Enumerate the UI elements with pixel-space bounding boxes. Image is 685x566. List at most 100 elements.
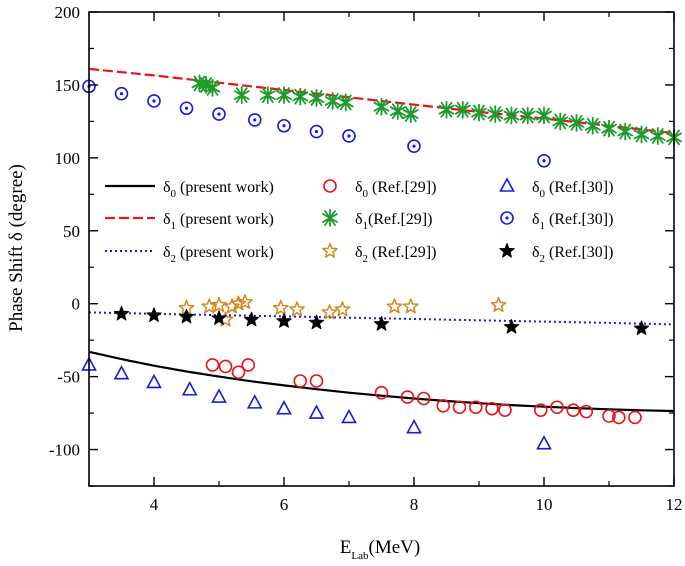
point-d1-ref29-14 [454, 100, 471, 119]
legend-label-sub: 0 [171, 188, 177, 200]
point-d2-ref30-2 [178, 308, 195, 324]
point-d2-ref30-7 [373, 316, 390, 331]
point-d1-ref30-6 [277, 118, 291, 133]
legend-label-sub: 1 [171, 220, 177, 232]
legend-label-rest: (Ref.[29]) [368, 244, 436, 261]
point-d1-ref29-20 [552, 112, 569, 131]
x-tick-label: 12 [666, 495, 683, 514]
point-d1-ref29-16 [487, 105, 504, 123]
legend-label-main: δ [355, 244, 363, 261]
point-d2-ref30-4 [243, 311, 260, 327]
point-d1-ref30-9 [407, 139, 421, 153]
y-tick-label: 0 [72, 295, 81, 314]
point-d2-ref29-10 [334, 301, 351, 317]
legend-label-rest: (Ref.[30]) [545, 244, 613, 261]
point-d1-ref29-22 [584, 116, 601, 135]
legend-label-rest: (present work) [176, 179, 274, 196]
point-d2-ref30-6 [308, 314, 325, 330]
point-d1-ref29-25 [633, 125, 650, 144]
point-d0-ref29-3 [241, 358, 256, 372]
y-tick-label: 100 [55, 149, 81, 168]
legend-label-sub: 1 [540, 220, 546, 232]
legend-label-d0-ref30: δ0 (Ref.[30]) [532, 179, 613, 200]
point-d0-ref30-5 [246, 394, 263, 409]
point-d1-ref29-23 [601, 119, 617, 138]
point-d0-ref29-6 [374, 385, 389, 400]
point-d1-ref29-15 [471, 103, 487, 122]
point-d1-ref30-4 [212, 107, 226, 121]
point-d0-ref29-13 [498, 403, 512, 417]
point-d1-ref29-12 [402, 105, 419, 123]
point-d1-ref29-11 [389, 102, 406, 121]
point-d2-ref29-7 [272, 299, 289, 315]
point-d0-ref29-15 [550, 400, 564, 415]
point-d1-ref29-5 [276, 86, 292, 105]
legend-label-rest: (Ref.[30]) [545, 211, 613, 228]
x-axis-title-sub: Lab [351, 550, 369, 562]
point-d1-ref30-8 [342, 129, 356, 143]
y-tick-label: 200 [55, 3, 81, 22]
legend-label-d2-ref30: δ2 (Ref.[30]) [532, 244, 613, 265]
legend-label-d2-ref29: δ2 (Ref.[29]) [355, 244, 436, 265]
legend-label-main: δ [532, 211, 540, 228]
point-d1-ref29-13 [438, 100, 455, 119]
legend-item-d1-ref30: δ1 (Ref.[30]) [500, 211, 613, 232]
point-d0-ref29-17 [579, 404, 594, 419]
legend-label-main: δ [355, 211, 363, 228]
point-d0-ref29-0 [205, 358, 220, 372]
point-d1-ref30-3 [179, 101, 194, 116]
point-d0-ref29-16 [566, 403, 581, 417]
series-d0-ref30 [81, 356, 552, 450]
legend-label-sub: 2 [540, 253, 546, 265]
legend-marker-d0-ref30 [499, 177, 515, 192]
point-d1-ref30-10 [537, 153, 551, 168]
legend-label-d1-ref29: δ1(Ref.[29]) [355, 211, 432, 232]
point-d2-ref29-12 [402, 298, 419, 314]
legend-label-main: δ [163, 211, 171, 228]
legend-label-d0-present: δ0 (present work) [163, 179, 274, 200]
point-d0-ref30-8 [341, 408, 357, 424]
point-d1-ref29-21 [568, 113, 585, 132]
curve-d0-present [88, 350, 675, 413]
point-d1-ref30-2 [147, 94, 161, 108]
point-d1-ref29-18 [519, 106, 536, 125]
point-d1-ref29-2 [204, 78, 221, 97]
point-d0-ref29-19 [611, 410, 626, 425]
point-d2-ref30-9 [633, 320, 650, 336]
legend-label-rest: (Ref.[29]) [368, 211, 432, 228]
point-d0-ref29-7 [400, 390, 415, 404]
point-d0-ref29-14 [533, 403, 548, 417]
legend-label-main: δ [163, 244, 171, 261]
point-d1-ref30-5 [247, 113, 262, 127]
point-d1-ref29-9 [337, 93, 354, 112]
series-d2-ref30 [113, 305, 650, 336]
point-d2-ref29-6 [237, 293, 253, 310]
x-axis-title-main: E [340, 537, 352, 558]
point-d0-ref29-9 [436, 398, 451, 413]
point-d0-ref29-20 [628, 410, 642, 425]
series-d2-ref29 [178, 293, 507, 327]
y-tick-label: -50 [57, 368, 80, 387]
point-d0-ref29-12 [485, 401, 499, 416]
point-d2-ref29-13 [490, 296, 507, 312]
legend-item-d2-present: δ2 (present work) [105, 244, 274, 265]
series-d1-ref29 [191, 74, 682, 147]
x-tick-label: 4 [150, 495, 159, 514]
point-d1-ref29-19 [536, 106, 552, 125]
legend-marker-d0-ref29 [323, 179, 337, 193]
point-d0-ref30-4 [211, 388, 227, 403]
legend-label-main: δ [532, 244, 540, 261]
point-d1-ref29-7 [308, 89, 325, 107]
x-tick-label: 10 [536, 495, 553, 514]
curves-layer [88, 67, 675, 413]
markers-layer [81, 74, 682, 450]
y-tick-label: 50 [63, 222, 80, 241]
point-d2-ref29-11 [386, 298, 403, 314]
point-d0-ref30-7 [308, 404, 325, 419]
point-d0-ref29-1 [218, 359, 233, 374]
legend-label-d2-present: δ2 (present work) [163, 244, 274, 265]
point-d2-ref30-8 [503, 319, 520, 334]
legend-label-sub: 0 [540, 188, 546, 200]
point-d0-ref29-4 [293, 374, 308, 388]
